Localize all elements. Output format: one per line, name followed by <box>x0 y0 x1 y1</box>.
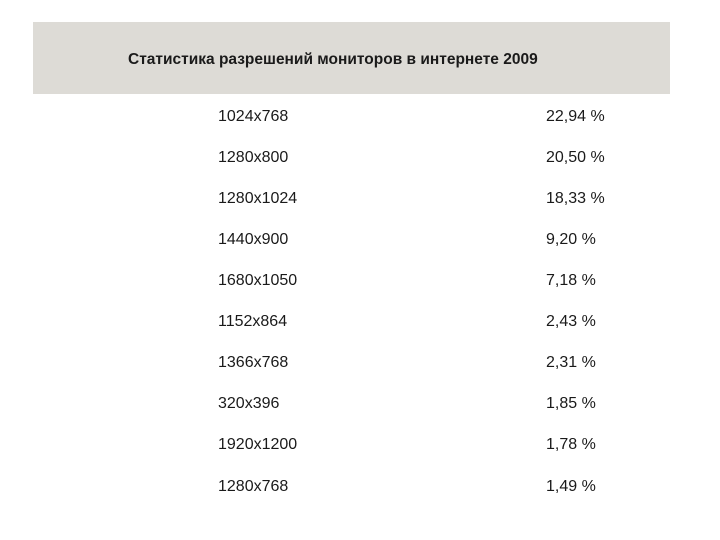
share-cell: 22,94 % <box>546 108 605 125</box>
resolution-cell: 1440x900 <box>218 231 289 248</box>
resolution-cell: 1280x1024 <box>218 190 298 207</box>
share-cell: 20,50 % <box>546 149 605 166</box>
page-title: Статистика разрешений мониторов в интерн… <box>128 51 538 68</box>
share-cell: 1,85 % <box>546 395 596 412</box>
header-band: Статистика разрешений мониторов в интерн… <box>33 22 670 94</box>
table-row: 1680x1050 7,18 % <box>0 266 720 296</box>
table-row: 1024x768 22,94 % <box>0 102 720 132</box>
table-row: 320x396 1,85 % <box>0 389 720 419</box>
table-row: 1152x864 2,43 % <box>0 307 720 337</box>
resolution-cell: 1920x1200 <box>218 436 298 453</box>
resolution-cell: 320x396 <box>218 395 280 412</box>
share-cell: 1,49 % <box>546 478 596 495</box>
resolution-cell: 1024x768 <box>218 108 289 125</box>
share-cell: 2,31 % <box>546 354 596 371</box>
table-row: 1366x768 2,31 % <box>0 348 720 378</box>
table-row: 1280x1024 18,33 % <box>0 184 720 214</box>
table-row: 1920x1200 1,78 % <box>0 430 720 460</box>
share-cell: 7,18 % <box>546 272 596 289</box>
resolution-cell: 1152x864 <box>218 313 288 330</box>
resolution-cell: 1680x1050 <box>218 272 298 289</box>
table-row: 1280x800 20,50 % <box>0 143 720 173</box>
resolution-cell: 1366x768 <box>218 354 289 371</box>
share-cell: 1,78 % <box>546 436 596 453</box>
table-row: 1280x768 1,49 % <box>0 472 720 502</box>
share-cell: 2,43 % <box>546 313 596 330</box>
share-cell: 18,33 % <box>546 190 605 207</box>
share-cell: 9,20 % <box>546 231 596 248</box>
resolution-cell: 1280x800 <box>218 149 289 166</box>
table-row: 1440x900 9,20 % <box>0 225 720 255</box>
resolution-cell: 1280x768 <box>218 478 289 495</box>
